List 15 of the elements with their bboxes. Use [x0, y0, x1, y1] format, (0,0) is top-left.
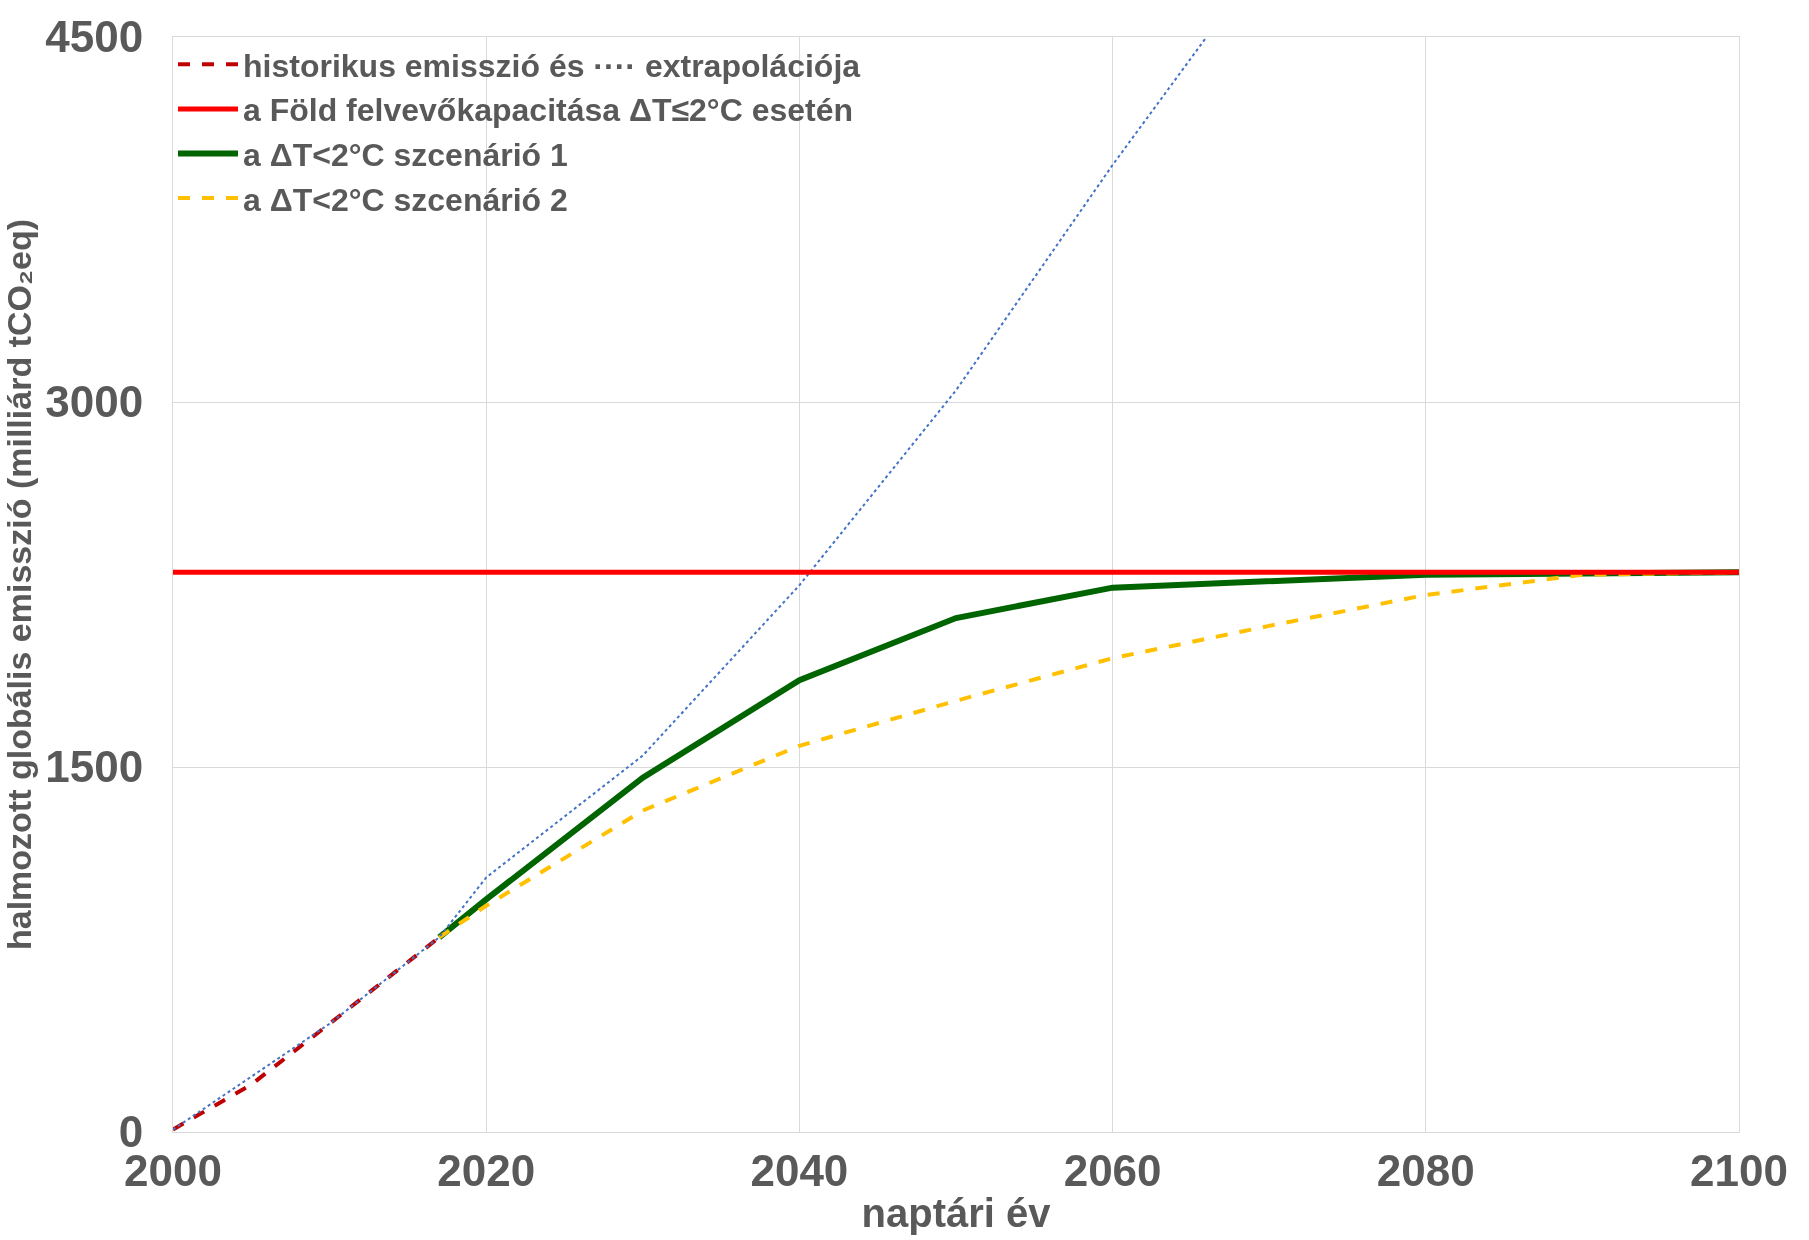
legend-label: a Föld felvevőkapacitása ΔT≤2°C esetén — [243, 92, 854, 129]
y-tick-label: 4500 — [45, 12, 144, 62]
legend-label: historikus emisszió és ···· extrapolációja — [243, 47, 861, 84]
y-tick-label: 3000 — [45, 377, 144, 427]
y-axis-title: halmozott globális emisszió (milliárd tCO₂eq) — [0, 218, 38, 951]
x-tick-label: 2020 — [437, 1145, 536, 1195]
x-tick-label: 2060 — [1063, 1145, 1162, 1195]
y-tick-label: 1500 — [45, 742, 144, 792]
legend-label: a ΔT<2°C szcenárió 2 — [243, 181, 568, 218]
x-axis-title: naptári év — [861, 1191, 1052, 1236]
line-series — [173, 37, 1208, 1131]
x-tick-label: 2080 — [1376, 1145, 1475, 1195]
x-tick-label: 2100 — [1690, 1145, 1788, 1195]
x-tick-label: 2040 — [750, 1145, 849, 1195]
legend-label: a ΔT<2°C szcenárió 1 — [243, 136, 568, 173]
